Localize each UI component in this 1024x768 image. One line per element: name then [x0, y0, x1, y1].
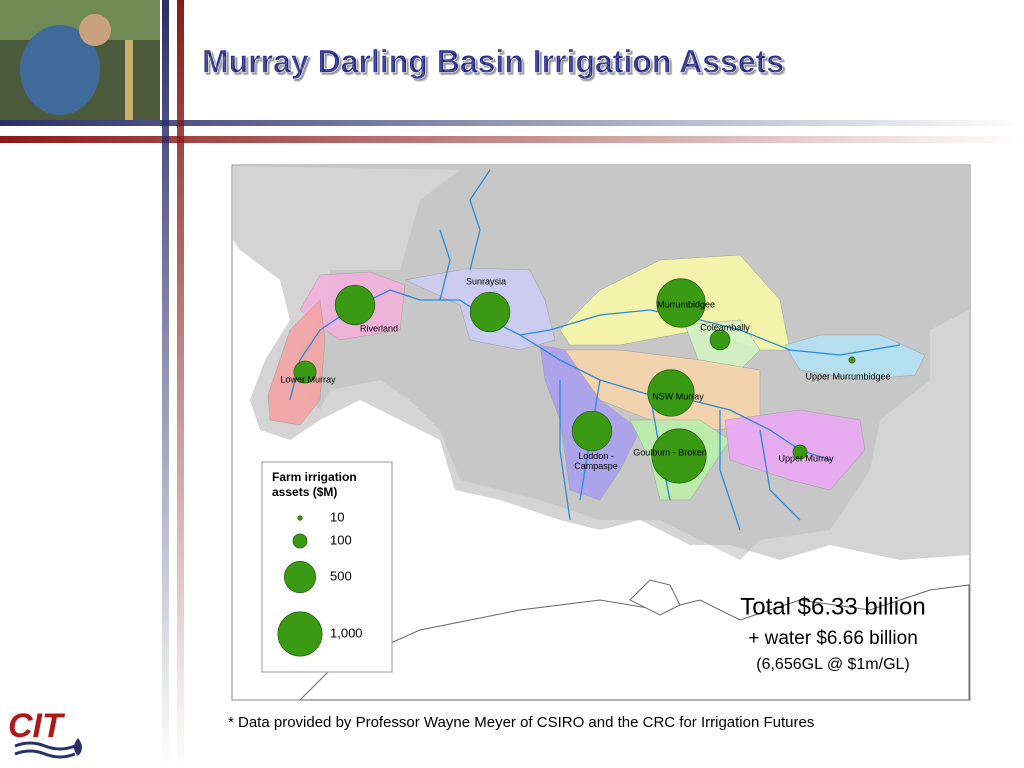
legend-title: Farm irrigation	[272, 470, 357, 484]
photo	[0, 0, 160, 120]
asset-bubble	[709, 329, 731, 351]
region-label: Riverland	[360, 323, 398, 333]
asset-bubble	[571, 410, 613, 452]
asset-bubble	[656, 278, 706, 328]
region-label: NSW Murray	[652, 391, 704, 401]
region-label: Goulburn - Broken	[633, 447, 707, 457]
svg-text:CIT: CIT	[8, 707, 66, 745]
legend-bubble	[283, 560, 317, 594]
region-label: Loddon -Campaspe	[574, 451, 618, 471]
logo: CIT	[8, 707, 82, 759]
asset-bubble	[469, 291, 511, 333]
asset-bubble	[651, 428, 707, 484]
legend-bubble	[297, 515, 303, 521]
region	[267, 299, 326, 426]
legend-label: 1,000	[330, 625, 363, 640]
legend-label: 10	[330, 509, 344, 524]
water-note: (6,656GL @ $1m/GL)	[756, 656, 910, 673]
water-total: + water $6.66 billion	[748, 628, 918, 649]
legend-label: 500	[330, 568, 352, 583]
region-label: Upper Murrumbidgee	[805, 371, 890, 381]
map: Riverland Sunraysia Murrumbidgee Coleamball…	[231, 164, 971, 701]
slide-title: Murray Darling Basin Irrigation Assets	[202, 43, 784, 79]
legend-label: 100	[330, 532, 352, 547]
region-label: Sunraysia	[466, 276, 506, 286]
footnote: * Data provided by Professor Wayne Meyer…	[228, 714, 814, 731]
header-rule	[0, 120, 1024, 126]
asset-bubble	[848, 356, 856, 364]
legend-bubble	[277, 611, 323, 657]
region-label: Murrumbidgee	[657, 299, 715, 309]
legend-bubble	[292, 533, 308, 549]
region-label: Coleambally	[700, 322, 750, 332]
legend-title: assets ($M)	[272, 485, 337, 499]
region-label: Lower Murray	[280, 374, 336, 384]
coast	[298, 584, 970, 701]
total: Total $6.33 billion	[740, 593, 925, 620]
side-rule	[177, 0, 184, 768]
side-rule	[162, 0, 169, 768]
asset-bubble	[293, 360, 317, 384]
bay	[629, 579, 681, 616]
asset-bubble	[334, 284, 376, 326]
asset-bubble	[792, 444, 808, 460]
asset-bubble	[647, 369, 695, 417]
header-rule	[0, 136, 1024, 143]
region-label: Upper Murray	[778, 453, 834, 463]
